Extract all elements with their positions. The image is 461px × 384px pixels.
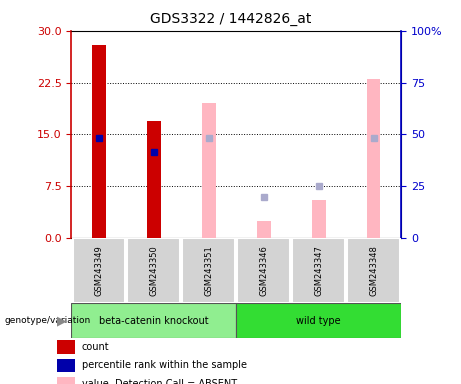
Text: ▶: ▶ xyxy=(57,314,67,327)
Bar xyxy=(312,200,325,238)
Bar xyxy=(202,103,216,238)
Bar xyxy=(92,45,106,238)
Bar xyxy=(57,359,75,372)
Bar xyxy=(347,238,400,303)
Text: GSM243346: GSM243346 xyxy=(259,245,268,296)
Bar xyxy=(128,238,180,303)
Bar xyxy=(57,341,75,354)
Text: count: count xyxy=(82,342,109,352)
Bar xyxy=(257,221,271,238)
Text: wild type: wild type xyxy=(296,316,341,326)
Text: GSM243351: GSM243351 xyxy=(204,245,213,296)
Text: GSM243349: GSM243349 xyxy=(95,245,103,296)
Bar xyxy=(183,238,235,303)
Text: GDS3322 / 1442826_at: GDS3322 / 1442826_at xyxy=(150,12,311,25)
Text: GSM243350: GSM243350 xyxy=(149,245,159,296)
Text: value, Detection Call = ABSENT: value, Detection Call = ABSENT xyxy=(82,379,236,384)
Bar xyxy=(71,303,236,338)
Bar xyxy=(237,238,290,303)
Bar xyxy=(367,79,380,238)
Text: percentile rank within the sample: percentile rank within the sample xyxy=(82,360,247,370)
Bar xyxy=(292,238,345,303)
Text: beta-catenin knockout: beta-catenin knockout xyxy=(99,316,209,326)
Text: GSM243348: GSM243348 xyxy=(369,245,378,296)
Bar xyxy=(72,238,125,303)
Bar xyxy=(236,303,401,338)
Text: genotype/variation: genotype/variation xyxy=(5,316,91,325)
Text: GSM243347: GSM243347 xyxy=(314,245,323,296)
Bar xyxy=(57,377,75,384)
Bar xyxy=(147,121,161,238)
